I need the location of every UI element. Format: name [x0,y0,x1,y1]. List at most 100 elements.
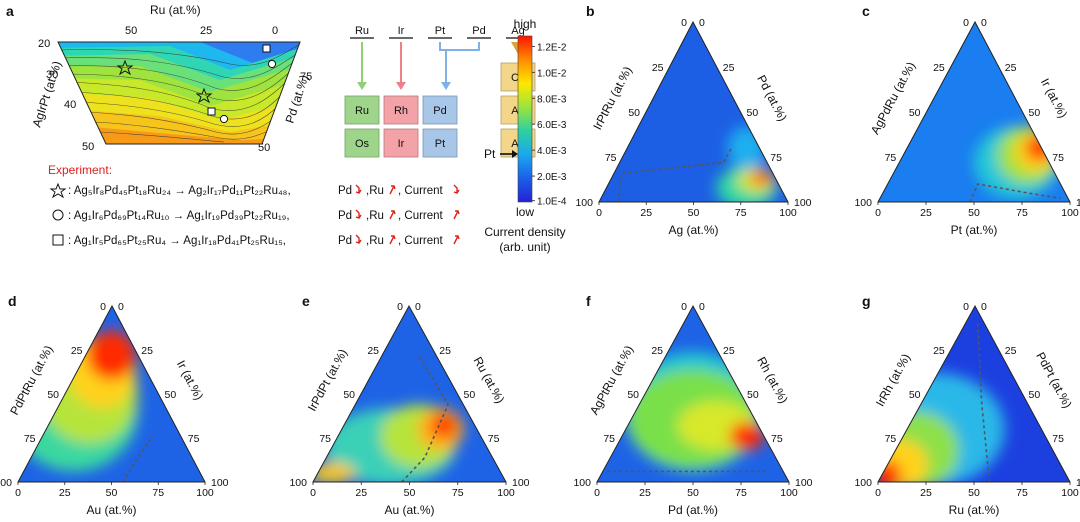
left-tick-label: 0 [963,17,969,29]
right-tick-label: 25 [439,345,451,357]
right-tick-label: 75 [488,433,500,445]
right-tick-label: 50 [165,389,177,401]
left-tick-label: 50 [343,389,355,401]
marker-square-2 [207,107,216,116]
ternary-fill-e [313,306,506,482]
experiment-row-3: : Ag₁Ir₅Pd₆₅Pt₂₅Ru₄ → Ag₁Ir₁₈Pd₄₁Pt₂₅Ru₁… [52,234,460,247]
panel-a-contour: Ru (at.%) 50 25 0 20 30 40 50 AgIrPt (at… [30,3,313,154]
left-tick-label: 100 [289,477,307,489]
heat-region [87,330,136,380]
right-tick-label: 50 [747,389,759,401]
cell-bg-pd [421,94,459,126]
bottom-tick-label: 100 [196,487,214,499]
right-tick-label: 100 [794,197,812,209]
right-axis-label: Ru (at.%) [471,354,508,405]
bottom-axis-label: Ag (at.%) [668,223,718,237]
bottom-tick-label: 75 [452,487,464,499]
bottom-axis-label: Pt (at.%) [951,223,998,237]
left-tick-30: 30 [46,69,58,81]
contour-dash [401,354,449,482]
heat-region [729,422,765,451]
right-axis-label: Ir (at.%) [174,358,206,402]
bottom-tick-label: 75 [735,207,747,219]
right-axis-label: Ir (at.%) [1038,76,1070,120]
left-tick-label: 100 [854,197,872,209]
ternary-fill-c [878,22,1070,202]
cell-border-rh [383,95,419,125]
bottom-tick-label: 0 [15,487,21,499]
left-tick-label: 50 [909,389,921,401]
ternary-fill-b [599,22,788,202]
cell-symbol-pd: Pd [433,105,446,117]
bottom-tick-label: 0 [594,487,600,499]
header-ir: Ir [398,25,405,37]
right-tick-75: 75 [300,71,312,83]
bottom-tick-label: 25 [920,487,932,499]
bottom-tick-label: 50 [688,207,700,219]
ru-trend-up-icon [389,210,396,220]
right-axis-label: PdPt (at.%) [1033,350,1074,411]
right-tick-label: 0 [981,17,987,29]
bottom-tick-label: 0 [875,207,881,219]
axis-label-agirpt: AgIrPt (at.%) [30,59,65,129]
marker-circle [267,59,277,69]
colorbar-low-label: low [516,205,534,219]
panel-label-d: d [8,293,17,309]
left-tick-label: 100 [575,197,593,209]
cell-border-ir [383,128,419,158]
right-tick-label: 100 [795,477,813,489]
ru-trend-up-icon [389,185,396,195]
heat-regions [974,126,1059,199]
heat-regions [623,351,765,472]
left-tick-label: 75 [24,433,36,445]
cell-symbol-rh: Rh [394,105,408,117]
bottom-tick-label: 75 [735,487,747,499]
left-tick-label: 0 [681,301,687,313]
bottom-tick-label: 100 [497,487,515,499]
marker-square [262,44,271,53]
bottom-tick-label: 25 [640,207,652,219]
left-tick-label: 50 [627,389,639,401]
left-axis-label: IrRh (at.%) [873,351,913,409]
left-tick-label: 50 [628,107,640,119]
cell-bg-rh [382,94,420,126]
colorbar-title-1: Current density [484,225,565,239]
legend-square-icon [52,234,64,246]
right-tick-label: 75 [771,433,783,445]
left-tick-40: 40 [64,99,76,111]
cell-pd: Pd [421,94,459,126]
colorbar-tick-label: 6.0E-3 [537,120,567,131]
experiment-pd-3: Pd [338,235,352,247]
left-tick-label: 25 [933,345,945,357]
bottom-tick-label: 50 [404,487,416,499]
current-trend-down-icon [453,184,460,194]
top-tick-0: 0 [272,25,278,37]
panel-label-f: f [586,293,591,309]
top-tick-25: 25 [200,25,212,37]
experiment-text-2: : Ag₁Ir₆Pd₆₉Pt₁₄Ru₁₀ → Ag₁Ir₁₉Pd₃₉Pt₂₂Ru… [68,210,290,222]
right-tick-label: 25 [1005,345,1017,357]
cell-border-os [344,128,380,158]
right-tick-label: 75 [1052,152,1064,164]
experiment-text-1: : Ag₅Ir₈Pd₄₅Pt₁₈Ru₂₄ → Ag₂Ir₁₇Pd₁₁Pt₂₂Ru… [68,185,291,197]
left-tick-label: 50 [47,389,59,401]
periodic-table: RuIrPtPdAgCuRuRhPdAgOsIrPtAu [343,25,537,159]
contour-dash [617,147,733,202]
right-tick-label: 25 [141,345,153,357]
bottom-tick-label: 75 [1016,487,1028,499]
cell-rh: Rh [382,94,420,126]
colorbar-tick-label: 1.2E-2 [537,42,567,53]
right-tick-label: 50 [747,107,759,119]
left-axis-label: PdPtRu (at.%) [7,343,55,417]
left-tick-label: 0 [100,301,106,313]
right-tick-label: 50 [1029,107,1041,119]
right-tick-label: 50 [1029,389,1041,401]
bottom-tick-label: 50 [968,207,980,219]
legend-star-icon [49,182,67,199]
right-tick-label: 50 [464,389,476,401]
axis-label-pd: Pd (at.%) [283,73,312,125]
pd-trend-down-icon [355,234,362,244]
header-ru: Ru [355,25,369,37]
axis-label-ru: Ru (at.%) [150,3,201,17]
